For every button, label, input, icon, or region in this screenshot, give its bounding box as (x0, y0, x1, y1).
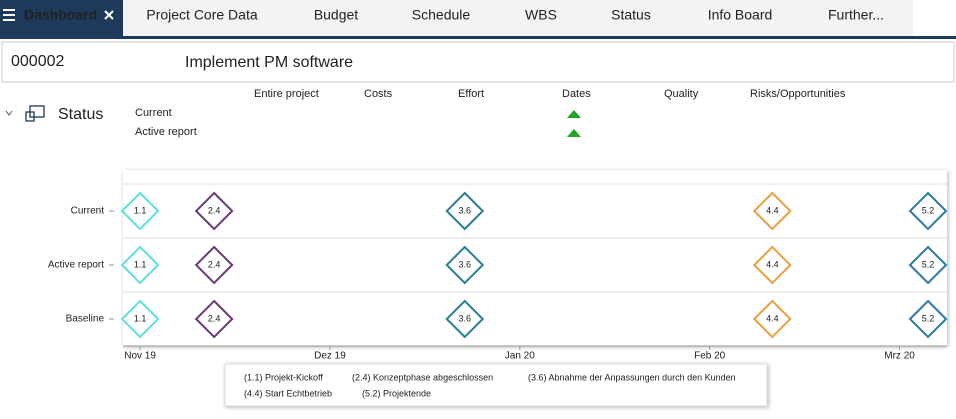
milestone-label: 1.1 (134, 313, 147, 323)
milestone-label: 2.4 (208, 259, 221, 269)
milestone (445, 191, 485, 231)
x-tick-label: Jan 20 (505, 351, 535, 362)
y-tick-label: Active report (48, 260, 104, 271)
milestone (194, 191, 234, 231)
menu-icon[interactable] (3, 9, 15, 21)
milestone (120, 191, 160, 231)
tab[interactable]: Status (611, 7, 651, 23)
x-tick-label: Nov 19 (124, 351, 156, 362)
x-tick-label: Dez 19 (314, 351, 346, 362)
project-name: Implement PM software (185, 54, 353, 71)
status-icon (25, 105, 45, 122)
milestone-label: 3.6 (458, 313, 471, 323)
y-tick-label: Current (71, 206, 105, 217)
tab-bar (0, 0, 913, 36)
legend-item[interactable]: (4.4) Start Echtbetrieb (244, 388, 332, 398)
status-row: Active report (135, 126, 197, 138)
x-tick-label: Mrz 20 (884, 351, 915, 362)
milestone-label: 2.4 (208, 313, 221, 323)
tab[interactable]: Schedule (412, 7, 471, 23)
status-row: Current (135, 107, 172, 119)
milestone (120, 245, 160, 285)
tab[interactable]: Project Core Data (146, 7, 257, 23)
milestone (194, 299, 234, 339)
tab[interactable]: Info Board (708, 7, 773, 23)
milestone-label: 5.2 (922, 313, 935, 323)
milestone-label: 1.1 (134, 205, 147, 215)
status-column: Effort (458, 88, 484, 100)
milestone (120, 299, 160, 339)
milestone-label: 4.4 (766, 205, 779, 215)
milestone (752, 245, 792, 285)
milestone (752, 191, 792, 231)
status-column: Quality (664, 88, 699, 100)
project-box (1, 41, 955, 83)
tab[interactable]: Dashboard (24, 7, 97, 23)
milestone-label: 5.2 (922, 205, 935, 215)
tab[interactable]: WBS (525, 7, 557, 23)
milestone-label: 3.6 (458, 259, 471, 269)
legend-box (224, 363, 768, 407)
status-column: Dates (562, 88, 591, 100)
legend-item[interactable]: (1.1) Projekt-Kickoff (244, 372, 323, 382)
milestone (908, 245, 948, 285)
milestone (908, 191, 948, 231)
milestone-label: 3.6 (458, 205, 471, 215)
x-tick-label: Feb 20 (694, 351, 726, 362)
legend-item[interactable]: (5.2) Projektende (362, 388, 431, 398)
project-id: 000002 (11, 53, 64, 70)
status-title: Status (58, 106, 103, 123)
plot-area (123, 170, 947, 346)
milestone (752, 299, 792, 339)
active-tab[interactable] (0, 0, 123, 38)
collapse-icon[interactable] (5, 110, 13, 116)
milestone (445, 245, 485, 285)
y-tick-label: Baseline (66, 314, 105, 325)
milestone-label: 5.2 (922, 259, 935, 269)
status-column: Risks/Opportunities (750, 88, 846, 100)
tab[interactable]: Budget (314, 7, 358, 23)
status-up-arrow (567, 129, 581, 137)
legend-item[interactable]: (2.4) Konzeptphase abgeschlossen (352, 372, 493, 382)
milestone-label: 4.4 (766, 259, 779, 269)
tab[interactable]: Further... (828, 7, 884, 23)
close-icon[interactable] (104, 10, 114, 20)
milestone (194, 245, 234, 285)
legend-item[interactable]: (3.6) Abnahme der Anpassungen durch den … (528, 372, 736, 382)
milestone (445, 299, 485, 339)
status-column: Costs (364, 88, 393, 100)
tab-underline (0, 36, 956, 39)
status-up-arrow (567, 110, 581, 118)
status-column: Entire project (254, 88, 319, 100)
milestone-label: 4.4 (766, 313, 779, 323)
milestone-label: 1.1 (134, 259, 147, 269)
milestone (908, 299, 948, 339)
milestone-label: 2.4 (208, 205, 221, 215)
